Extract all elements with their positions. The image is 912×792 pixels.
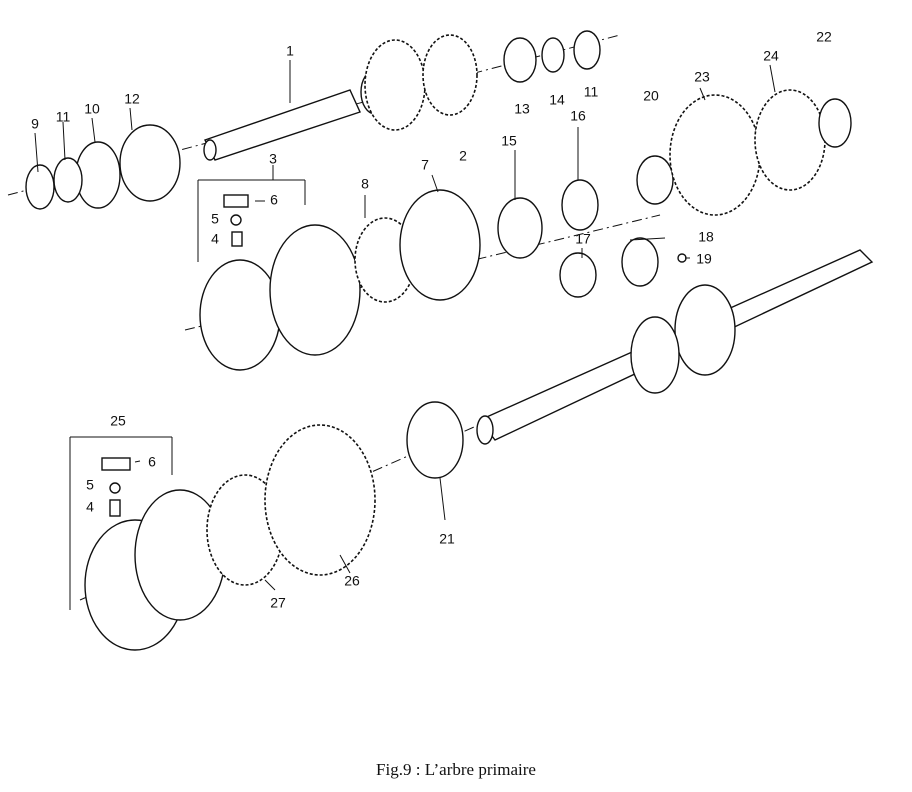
- callout-5-upper: 5: [211, 211, 219, 227]
- callout-22: 22: [816, 29, 832, 45]
- synchro-ring: [422, 34, 478, 116]
- needle-bearing-20: [636, 155, 674, 205]
- callout-labels: 1 2 3 4 5 6 7 8 9 10 11 12 13 14 11 15 1…: [31, 29, 832, 611]
- ring-14: [541, 37, 565, 73]
- callout-25: 25: [110, 413, 126, 429]
- callout-9: 9: [31, 116, 39, 132]
- figure-caption: Fig.9 : L’arbre primaire: [376, 760, 536, 779]
- gear-2: [364, 39, 426, 131]
- callout-4-lower: 4: [86, 499, 94, 515]
- callout-11-left: 11: [56, 109, 71, 125]
- key-6-lower: [101, 457, 131, 471]
- callout-3: 3: [269, 151, 277, 167]
- needle-bearing-15: [497, 197, 543, 259]
- main-shaft: [476, 249, 874, 445]
- synchro-ring-24: [754, 89, 826, 191]
- washer-18: [621, 237, 659, 287]
- sliding-sleeve: [269, 224, 361, 356]
- spring-4-lower: [109, 499, 121, 517]
- callout-26: 26: [344, 573, 360, 589]
- synchro-hub-3: [199, 259, 281, 371]
- callout-19: 19: [696, 251, 712, 267]
- callout-18: 18: [698, 229, 714, 245]
- ball-5-lower: [109, 482, 121, 494]
- callout-21: 21: [439, 531, 455, 547]
- callout-7: 7: [421, 157, 429, 173]
- circlip-11-left: [53, 157, 83, 203]
- callout-5-lower: 5: [86, 477, 94, 493]
- needle-bearing-13: [503, 37, 537, 83]
- callout-4-upper: 4: [211, 231, 219, 247]
- callout-27: 27: [270, 595, 286, 611]
- bearing-12: [119, 124, 181, 202]
- gear-26: [264, 424, 376, 576]
- callout-6-lower: 6: [148, 454, 156, 470]
- spring-4-upper: [231, 231, 243, 247]
- circlip-9: [25, 164, 55, 210]
- callout-17: 17: [575, 231, 591, 247]
- callout-12: 12: [124, 91, 140, 107]
- ring-10: [75, 141, 121, 209]
- sleeve-16: [561, 179, 599, 231]
- callout-24: 24: [763, 48, 779, 64]
- input-shaft: [203, 69, 390, 161]
- bracket-3: [197, 179, 306, 262]
- callout-16: 16: [570, 108, 586, 124]
- callout-15: 15: [501, 133, 517, 149]
- needle-bearing-21: [406, 401, 464, 479]
- ball-19: [677, 253, 687, 263]
- leader-lines: [34, 60, 776, 591]
- callout-1: 1: [286, 43, 294, 59]
- callout-11-right: 11: [584, 84, 599, 100]
- sleeve-17: [559, 252, 597, 298]
- circlip-22: [818, 98, 852, 148]
- callout-8: 8: [361, 176, 369, 192]
- callout-2: 2: [459, 148, 467, 164]
- callout-6-upper: 6: [270, 192, 278, 208]
- key-6-upper: [223, 194, 249, 208]
- callout-10: 10: [84, 101, 100, 117]
- callout-14: 14: [549, 92, 565, 108]
- circlip-11-right: [573, 30, 601, 70]
- callout-13: 13: [514, 101, 530, 117]
- ball-5-upper: [230, 214, 242, 226]
- gear-23: [669, 94, 761, 216]
- callout-20: 20: [643, 88, 659, 104]
- callout-23: 23: [694, 69, 710, 85]
- gear-7: [399, 189, 481, 301]
- bracket-25: [69, 436, 173, 610]
